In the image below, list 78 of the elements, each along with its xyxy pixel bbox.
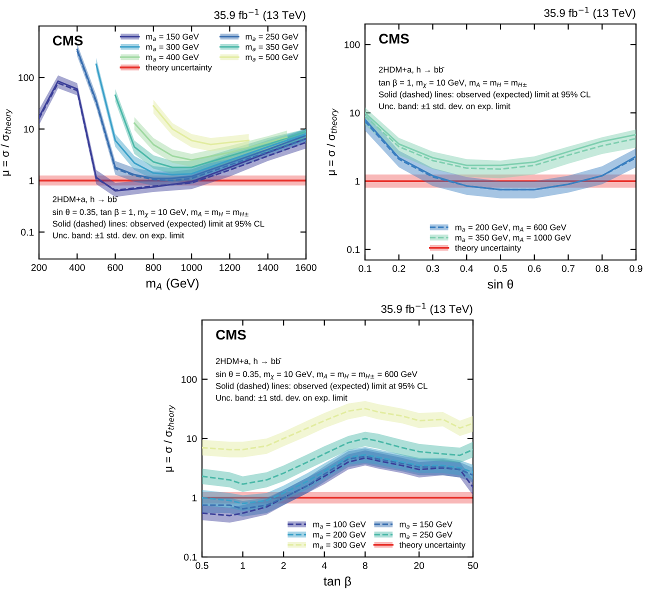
annotation: tan β = 1, m$_{χ}$ = 10 GeV, m$_{A}$ = m$_{H}$ = m$_{H±}$ <box>378 79 527 88</box>
x-tick-label: 0.2 <box>392 265 406 272</box>
legend-label: m$_{a}$ = 150 GeV <box>400 521 452 529</box>
x-tick-label: 0.6 <box>528 265 541 272</box>
y-tick-label: 1 <box>355 178 360 185</box>
legend-label: m$_{a}$ = 100 GeV <box>313 521 366 529</box>
text: CMS <box>216 330 246 340</box>
legend-label: m$_{a}$ = 300 GeV <box>146 44 199 52</box>
annotation: Unc. band: ±1 std. dev. on exp. limit <box>379 103 510 111</box>
legend-label: theory uncertainty <box>455 244 522 252</box>
legend-label: theory uncertainty <box>146 64 212 72</box>
x-tick-label: 400 <box>69 264 85 271</box>
legend-label: m$_{a}$ = 250 GeV <box>246 34 298 41</box>
annotation: 2HDM+a, h → bb̄ <box>52 196 118 204</box>
x-tick-label: 0.8 <box>596 265 608 272</box>
x-tick-label: 600 <box>108 264 124 271</box>
x-tick-label: 4 <box>322 562 327 569</box>
chart-subtitle: 35.9 fb$^{−1}$ (13 TeV) <box>214 9 306 22</box>
annotation: Unc. band: ±1 std. dev. on exp. limit <box>52 232 184 240</box>
x-axis-title: tan β <box>324 576 352 588</box>
y-axis-title: μ = σ / σ$_{theory}$ <box>0 108 12 176</box>
x-axis-title: m$_{A}$ (GeV) <box>146 278 199 290</box>
legend-label: m$_{a}$ = 300 GeV <box>313 542 366 550</box>
y-tick-label: 0.1 <box>184 554 197 561</box>
x-tick-label: 1000 <box>182 264 202 271</box>
chart-subtitle: 35.9 fb$^{−1}$ (13 TeV) <box>544 6 636 20</box>
line-series <box>152 105 250 146</box>
y-tick-label: 100 <box>18 74 34 82</box>
x-tick-label: 0.7 <box>562 265 575 272</box>
x-tick-label: 0.5 <box>494 265 507 272</box>
legend-label: m$_{a}$ = 200 GeV <box>313 532 366 539</box>
text: CMS <box>379 34 409 44</box>
x-tick-label: 200 <box>31 264 47 271</box>
y-tick-label: 0.1 <box>21 228 34 236</box>
annotation: 2HDM+a, h → bb̄ <box>216 358 282 366</box>
x-tick-label: 0.9 <box>630 265 642 272</box>
x-tick-label: 1200 <box>220 264 240 271</box>
y-tick-label: 100 <box>344 41 360 48</box>
text: CMS <box>52 36 83 46</box>
y-tick-label: 0.1 <box>347 246 360 254</box>
annotation: Solid (dashed) lines: observed (expected) limit at 95% CL <box>52 220 264 228</box>
y-tick-label: 100 <box>182 376 197 383</box>
x-tick-label: 1600 <box>296 264 316 271</box>
x-tick-label: 1 <box>240 562 246 569</box>
legend-label: m$_{a}$ = 400 GeV <box>146 54 199 62</box>
legend-label: theory uncertainty <box>399 542 466 550</box>
x-tick-label: 0.4 <box>460 265 474 272</box>
legend-label: m$_{a}$ = 350 GeV <box>246 44 298 52</box>
annotation: 2HDM+a, h → bb̄ <box>378 66 444 74</box>
legend-label: m$_{a}$ = 200 GeV, m$_{A}$ = 600 GeV <box>455 224 566 232</box>
annotation: Solid (dashed) lines: observed (expected) limit at 95% CL <box>216 382 428 391</box>
x-tick-label: 0.5 <box>196 562 208 569</box>
x-tick-label: 0.1 <box>358 265 372 272</box>
annotation: sin θ = 0.35, tan β = 1, m$_{χ}$ = 10 GeV, m$_{A}$ = m$_{H}$ = m$_{H±}$ <box>52 208 248 218</box>
annotation: Solid (dashed) lines: observed (expected) limit at 95% CL <box>378 91 590 100</box>
legend-label: m$_{a}$ = 350 GeV, m$_{A}$ = 1000 GeV <box>455 234 571 242</box>
x-tick-label: 8 <box>362 562 368 569</box>
legend-label: m$_{a}$ = 150 GeV <box>146 34 199 41</box>
x-tick-label: 1400 <box>258 264 278 271</box>
x-tick-label: 2 <box>281 562 286 569</box>
y-tick-label: 10 <box>24 126 34 133</box>
legend-label: m$_{a}$ = 500 GeV <box>246 54 298 62</box>
line-series <box>134 122 288 161</box>
y-tick-label: 10 <box>187 435 197 442</box>
y-tick-label: 10 <box>350 110 360 116</box>
text: sin θ = 0.35, m$_{χ}$ = 10 GeV, m$_{A}$ = m$_{H}$ = m$_{H±}$ = 600 GeV <box>216 370 418 380</box>
y-axis-title: μ = σ / σ$_{theory}$ <box>326 108 338 176</box>
y-axis-title: μ = σ / σ$_{theory}$ <box>164 404 176 472</box>
chart-subtitle: 35.9 fb$^{−1}$ (13 TeV) <box>381 302 472 316</box>
y-tick-label: 1 <box>192 494 197 502</box>
legend-label: m$_{a}$ = 250 GeV <box>400 532 452 539</box>
x-axis-title: sin θ <box>488 279 514 289</box>
x-tick-label: 50 <box>468 562 478 569</box>
x-tick-label: 800 <box>146 264 162 271</box>
x-tick-label: 0.3 <box>426 265 440 272</box>
y-tick-label: 1 <box>29 177 34 184</box>
annotation: Unc. band: ±1 std. dev. on exp. limit <box>216 394 348 402</box>
x-tick-label: 20 <box>414 562 424 569</box>
